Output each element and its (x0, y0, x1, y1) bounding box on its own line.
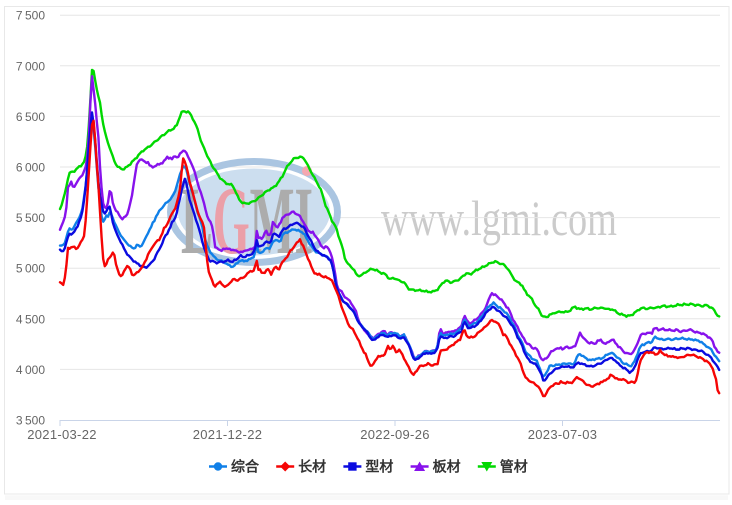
svg-text:管材: 管材 (500, 459, 528, 475)
svg-text:长材: 长材 (298, 459, 326, 475)
svg-text:综合: 综合 (231, 459, 260, 475)
svg-text:5 000: 5 000 (16, 262, 45, 276)
svg-text:6 000: 6 000 (16, 161, 45, 175)
svg-text:4 000: 4 000 (16, 363, 45, 377)
svg-text:板材: 板材 (433, 459, 461, 475)
svg-text:7 500: 7 500 (16, 9, 45, 23)
svg-text:2023-07-03: 2023-07-03 (528, 427, 598, 442)
svg-text:2021-03-22: 2021-03-22 (27, 427, 97, 442)
svg-text:6 500: 6 500 (16, 110, 45, 124)
svg-text:4 500: 4 500 (16, 312, 45, 326)
svg-text:2022-09-26: 2022-09-26 (360, 427, 430, 442)
svg-text:2021-12-22: 2021-12-22 (193, 427, 263, 442)
svg-text:型材: 型材 (365, 459, 393, 475)
svg-text:5 500: 5 500 (16, 211, 45, 225)
svg-text:7 000: 7 000 (16, 59, 45, 73)
svg-text:3 500: 3 500 (16, 414, 45, 428)
